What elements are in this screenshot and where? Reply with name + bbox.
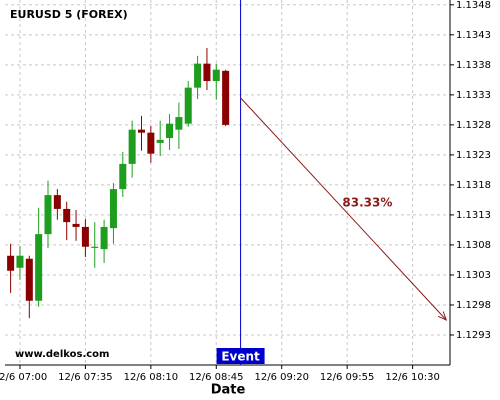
y-tick-label: 1.1293	[456, 330, 491, 341]
y-tick-label: 1.1328	[456, 120, 491, 131]
y-tick-label: 1.1303	[456, 270, 491, 281]
y-tick-label: 1.1313	[456, 210, 491, 221]
candle-body	[119, 163, 127, 190]
candle-body	[72, 223, 80, 227]
candle-body	[194, 63, 202, 88]
x-tick-label: 12/6 10:30	[385, 372, 439, 383]
candle-body	[16, 255, 24, 268]
candle-body	[81, 226, 89, 247]
candle-body	[175, 117, 183, 130]
candle-body	[128, 129, 136, 164]
y-tick-label: 1.1338	[456, 60, 491, 71]
candle-body	[44, 195, 52, 235]
x-tick-label: 12/6 09:55	[320, 372, 374, 383]
candle-body	[100, 226, 108, 250]
candle-body	[91, 246, 99, 248]
y-tick-label: 1.1343	[456, 30, 491, 41]
candle-body	[203, 63, 211, 82]
candle-body	[184, 87, 192, 124]
x-tick-label: 12/6 07:00	[0, 372, 47, 383]
candle-body	[53, 195, 61, 209]
candle-body	[156, 139, 164, 143]
y-tick-label: 1.1323	[456, 150, 491, 161]
arrow-head	[437, 311, 448, 321]
candle-body	[166, 123, 174, 139]
y-tick-label: 1.1298	[456, 300, 491, 311]
event-box	[216, 348, 265, 364]
x-tick-label: 12/6 07:35	[58, 372, 112, 383]
candle-body	[25, 258, 33, 301]
y-tick-label: 1.1348	[456, 0, 491, 11]
x-tick-label: 12/6 08:10	[124, 372, 178, 383]
y-tick-label: 1.1333	[456, 90, 491, 101]
event-label: Event	[221, 350, 260, 364]
candle-body	[35, 234, 43, 301]
candle-body	[109, 189, 117, 229]
candle-body	[137, 129, 145, 133]
candle-body	[7, 255, 15, 271]
watermark: www.delkos.com	[15, 349, 109, 360]
candle-body	[147, 132, 155, 154]
candle-body	[212, 69, 220, 82]
projection-line	[240, 97, 447, 321]
candle-body	[222, 70, 230, 125]
projection-label: 83.33%	[342, 195, 392, 209]
chart-title: EURUSD 5 (FOREX)	[10, 8, 128, 21]
candle-body	[63, 208, 71, 223]
y-tick-label: 1.1318	[456, 180, 491, 191]
y-tick-label: 1.1308	[456, 240, 491, 251]
x-axis-label: Date	[211, 383, 246, 398]
x-tick-label: 12/6 09:20	[254, 372, 308, 383]
x-tick-label: 12/6 08:45	[189, 372, 243, 383]
